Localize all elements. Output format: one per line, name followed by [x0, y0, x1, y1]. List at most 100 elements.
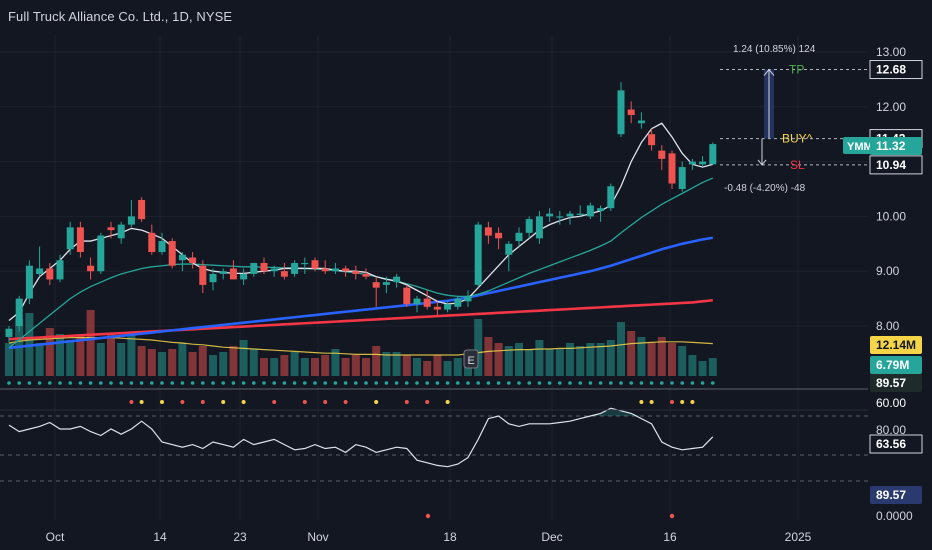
signal-dot: [231, 381, 236, 385]
volume-bar: [219, 352, 228, 376]
signal-dot: [649, 381, 654, 385]
volume-bar: [392, 352, 401, 376]
ma-blue-line: [8, 236, 714, 350]
candle-body: [464, 295, 472, 302]
chart-title: Full Truck Alliance Co. Ltd., 1D, NYSE: [8, 9, 233, 24]
oscillator-bottom-tag: 89.57: [876, 488, 906, 502]
volume-bar: [545, 349, 554, 376]
candle-body: [495, 232, 503, 239]
volume-bar: [280, 355, 289, 376]
volume-bar: [443, 361, 452, 376]
oscillator-zero-label: 0.0000: [876, 509, 913, 523]
candle-body: [617, 90, 625, 135]
dots-label-tag-bg: [870, 374, 922, 392]
volume-bar: [433, 355, 442, 376]
signal-dot: [139, 381, 144, 385]
candle-body: [709, 144, 717, 165]
signal-dot: [507, 381, 511, 385]
volume-bar: [311, 358, 319, 376]
volume-bar: [86, 310, 95, 376]
volume-bar: [229, 346, 238, 376]
x-axis-label: 16: [663, 530, 677, 544]
volume-last-tag-bg: [870, 356, 922, 374]
candle-body: [515, 232, 523, 242]
sl-price-tag-bg: [870, 155, 922, 174]
volume-bar: [362, 358, 370, 376]
volume-bar: [698, 361, 707, 376]
candle-body: [535, 216, 543, 239]
signal-dot: [241, 400, 246, 404]
candle-body: [352, 271, 360, 274]
volume-bar: [56, 334, 64, 376]
signal-dot: [200, 400, 205, 404]
dots-label-tag: 89.57: [876, 376, 906, 390]
candle-body: [229, 268, 237, 280]
price-tick: 9.00: [876, 264, 900, 278]
candle-body: [291, 262, 299, 274]
candle-body: [158, 241, 166, 253]
volume-bar: [402, 355, 411, 376]
volume-average-line: [8, 337, 713, 356]
last-price-tag-bg: [870, 137, 922, 155]
signal-dot: [160, 400, 164, 404]
volume-bar: [474, 319, 483, 376]
volume-bar: [647, 343, 656, 376]
candle-body: [15, 298, 23, 326]
volume-bar: [566, 343, 574, 376]
signal-dot: [374, 400, 379, 404]
signal-dot: [211, 381, 215, 385]
ma-white-line: [8, 122, 713, 322]
volume-bar: [198, 346, 207, 376]
tp-price-tag-border: [869, 60, 923, 80]
oscillator-current-tag: 63.56: [876, 437, 906, 451]
volume-bar: [66, 340, 75, 376]
ymm-tag-bg: [843, 137, 875, 154]
volume-bar: [270, 358, 279, 376]
candle-body: [280, 271, 288, 277]
signal-dot: [68, 381, 72, 385]
signal-dot: [129, 381, 134, 385]
volume-bar: [188, 352, 197, 376]
signal-dot: [445, 381, 450, 385]
volume-bar: [413, 358, 421, 376]
signal-dot: [58, 381, 62, 385]
signal-dot: [323, 381, 328, 385]
loss-arrow-head: [757, 159, 767, 166]
signal-dot: [78, 381, 83, 385]
volume-bar: [372, 346, 381, 376]
volume-bar: [147, 349, 156, 376]
signal-dot: [302, 400, 307, 404]
volume-bar: [76, 334, 85, 376]
candle-body: [627, 109, 635, 116]
signal-dot: [680, 400, 685, 404]
volume-bar: [209, 355, 217, 376]
signal-dot: [486, 381, 491, 385]
signal-dot: [568, 381, 572, 385]
candle-body: [199, 265, 207, 285]
candle-body: [566, 213, 574, 217]
volume-bar: [321, 355, 330, 376]
signal-dot: [578, 381, 582, 385]
dots-level-label: 60.00: [876, 396, 906, 410]
signal-dot: [680, 381, 684, 385]
volume-bar: [45, 328, 54, 376]
signal-dot: [303, 381, 307, 385]
volume-bar: [617, 322, 625, 376]
signal-dot: [17, 381, 22, 385]
candle-body: [556, 216, 564, 218]
candle-body: [46, 268, 54, 280]
signal-dot: [445, 400, 450, 404]
candle-body: [117, 224, 125, 239]
signal-dot: [558, 381, 562, 385]
volume-bar: [158, 352, 166, 376]
signal-dot: [282, 381, 287, 385]
candle-body: [505, 243, 513, 255]
volume-bar: [555, 349, 564, 376]
candle-body: [25, 265, 33, 299]
candle-body: [76, 227, 84, 253]
volume-last-tag: 6.79M: [876, 358, 909, 372]
signal-dot: [241, 381, 246, 385]
candle-body: [688, 161, 696, 165]
signal-dot: [639, 381, 644, 385]
